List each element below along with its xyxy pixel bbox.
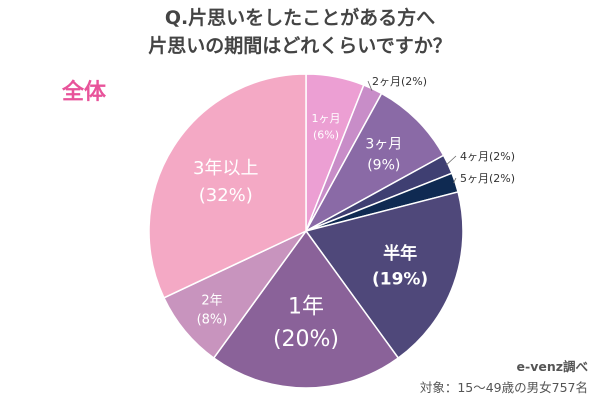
- slice-label-2: 2ヶ月(2%): [372, 75, 427, 88]
- pie-slice-9: [148, 73, 307, 299]
- pie-slice-7: [212, 229, 400, 389]
- slice-pct-3: (9%): [367, 157, 400, 173]
- slice-label-3: 3ヶ月: [365, 136, 402, 152]
- slice-pct-9: (32%): [199, 185, 253, 206]
- slice-pct-1: (6%): [313, 129, 339, 142]
- slice-label-6: 半年: [383, 243, 417, 264]
- pie-slice-3: [304, 92, 445, 233]
- slice-label-5: 5ヶ月(2%): [460, 172, 515, 185]
- subject-label: 対象：15〜49歳の男女757名: [419, 380, 588, 395]
- source-label: e-venz調べ: [516, 359, 588, 374]
- leader-line-5: [453, 177, 457, 184]
- group-label: 全体: [62, 80, 107, 105]
- leader-line-4: [445, 155, 457, 166]
- leader-line-2: [367, 80, 373, 91]
- slice-label-1: 1ヶ月: [312, 112, 341, 125]
- slice-pct-6: (19%): [372, 269, 428, 289]
- slice-pct-7: (20%): [273, 327, 339, 352]
- slice-label-4: 4ヶ月(2%): [460, 150, 515, 163]
- slice-label-7: 1年: [288, 295, 324, 320]
- chart-title-line2: 片思いの期間はどれくらいですか？: [148, 35, 452, 57]
- slice-label-9: 3年以上: [193, 158, 258, 179]
- pie-slice-6: [304, 191, 464, 360]
- slice-label-8: 2年: [201, 293, 222, 308]
- slice-pct-8: (8%): [197, 313, 228, 328]
- chart-title-line1: Q.片思いをしたことがある方へ: [164, 7, 436, 29]
